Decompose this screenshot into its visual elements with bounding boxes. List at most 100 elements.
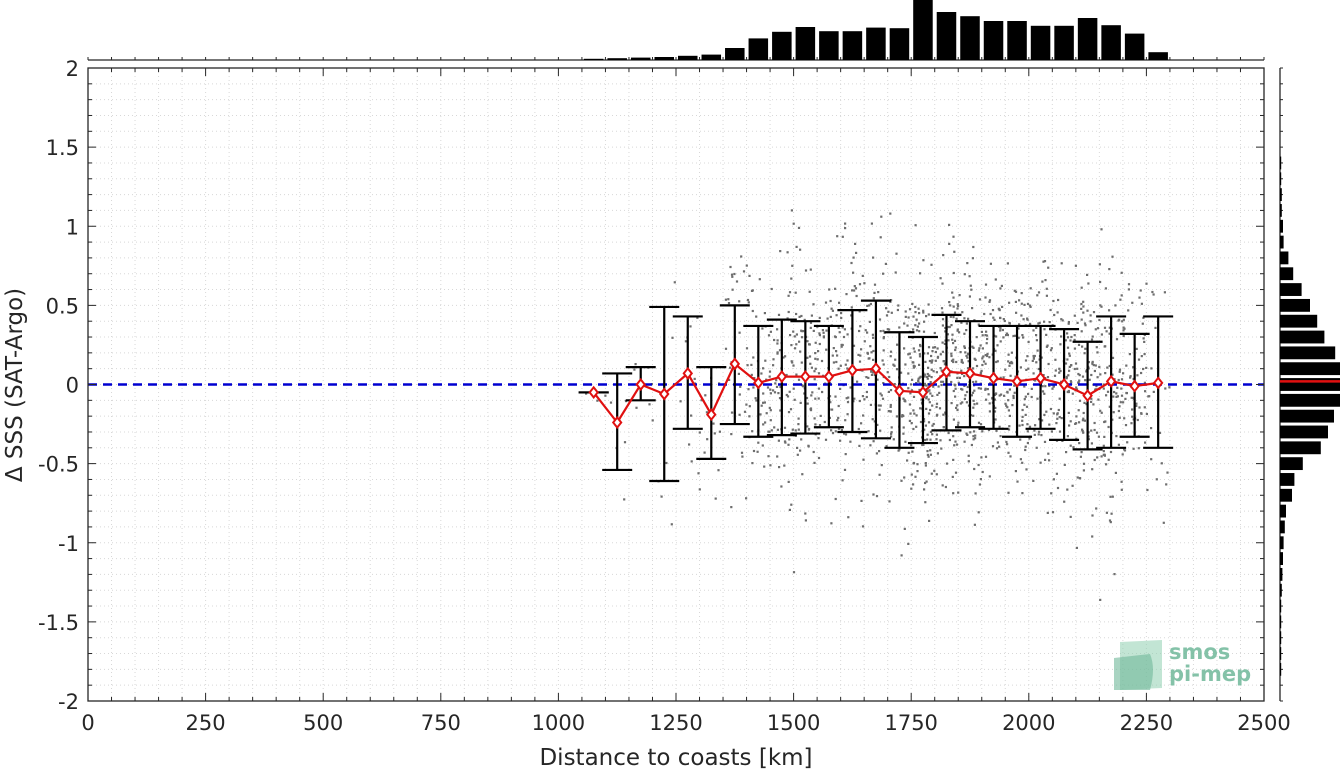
scatter-point [991,397,994,400]
scatter-point [961,388,964,391]
scatter-point [1098,318,1101,322]
scatter-point [930,354,933,358]
scatter-point [881,397,885,400]
scatter-point [826,317,829,320]
scatter-point [912,315,915,318]
scatter-point [769,392,772,395]
scatter-point [713,432,716,435]
scatter-point [1006,443,1009,446]
scatter-point [1123,327,1126,330]
scatter-point [979,478,982,481]
scatter-point [837,367,840,370]
scatter-point [1100,228,1103,231]
scatter-point [1118,370,1121,373]
scatter-point [1041,419,1044,422]
scatter-point [923,352,926,355]
scatter-point [787,480,790,483]
scatter-point [1150,427,1153,430]
scatter-point [1122,334,1125,338]
right-histogram-bar [1280,378,1340,391]
scatter-point [977,387,980,390]
scatter-point [877,404,880,407]
scatter-point [1021,492,1024,495]
scatter-point [880,464,883,467]
scatter-point [1035,339,1038,342]
scatter-point [846,413,849,416]
scatter-point [884,262,887,265]
scatter-point [973,430,976,433]
scatter-point [1082,411,1085,415]
scatter-point [1077,372,1080,376]
scatter-point [858,399,861,403]
scatter-point [854,287,858,290]
scatter-point [988,410,991,413]
scatter-point [1076,476,1079,479]
scatter-point [983,312,986,316]
scatter-point [975,364,979,368]
scatter-point [940,369,943,372]
scatter-point [1111,418,1114,421]
scatter-point [1116,386,1119,389]
scatter-point [1099,409,1102,412]
scatter-point [926,377,929,380]
scatter-point [1081,375,1085,378]
scatter-point [1038,418,1041,421]
scatter-point [846,367,849,370]
scatter-point [790,209,793,212]
scatter-point [901,414,904,417]
scatter-point [856,380,859,383]
scatter-point [1077,409,1080,412]
x-tick-label: 2250 [1120,711,1173,735]
scatter-point [1117,319,1120,322]
scatter-point [1112,411,1115,414]
scatter-point [951,338,954,341]
scatter-point [865,376,868,379]
scatter-point [1083,419,1086,422]
scatter-point [1064,362,1068,365]
scatter-point [984,334,987,337]
scatter-point [787,411,791,414]
scatter-point [746,364,749,367]
scatter-point [939,277,942,280]
scatter-point [943,363,946,366]
scatter-point [922,311,925,314]
scatter-point [977,349,980,352]
top-histogram-bar [748,38,769,60]
scatter-point [1109,450,1113,454]
scatter-point [940,383,943,387]
scatter-point [808,290,811,293]
scatter-point [967,360,970,363]
scatter-point [914,305,917,309]
scatter-point [755,315,758,318]
scatter-point [912,461,916,465]
scatter-point [1035,446,1038,449]
scatter-point [887,310,890,313]
scatter-point [738,331,741,334]
scatter-point [830,522,833,525]
scatter-point [952,389,955,393]
scatter-point [751,309,754,313]
scatter-point [804,519,807,522]
scatter-point [1082,300,1085,303]
scatter-point [703,451,706,454]
scatter-point [928,389,931,392]
scatter-point [926,433,929,436]
scatter-point [823,420,826,424]
scatter-point [904,363,907,366]
right-histogram-bar [1280,172,1282,186]
scatter-point [1120,394,1124,397]
mean-marker [1105,374,1117,388]
scatter-point [918,322,921,325]
scatter-point [942,426,945,429]
scatter-point [1008,301,1011,304]
scatter-point [868,304,871,307]
scatter-point [1012,396,1015,400]
scatter-point [892,438,895,441]
scatter-point [1080,286,1083,289]
scatter-point [932,346,935,349]
scatter-point [831,309,834,312]
scatter-point [923,375,926,378]
scatter-point [817,456,821,460]
scatter-point [1108,309,1111,312]
scatter-point [1086,273,1089,276]
